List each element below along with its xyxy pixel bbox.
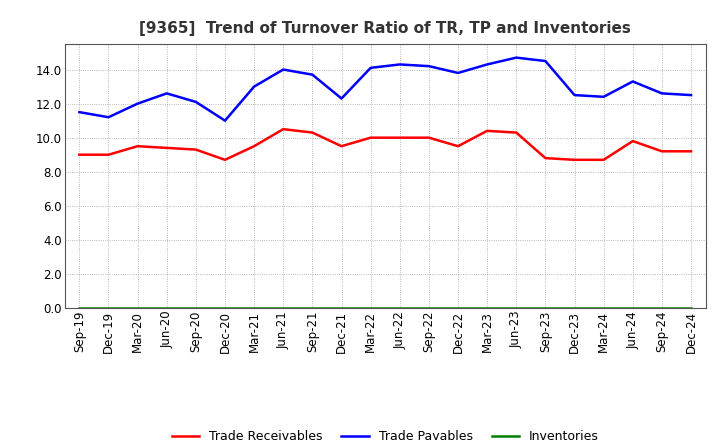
Trade Receivables (629, 139, 637, 144)
Trade Receivables (657, 149, 666, 154)
Trade Receivables (541, 155, 550, 161)
Inventories (279, 305, 287, 311)
Trade Payables (483, 62, 492, 67)
Inventories (104, 305, 113, 311)
Trade Payables (279, 67, 287, 72)
Trade Receivables (192, 147, 200, 152)
Legend: Trade Receivables, Trade Payables, Inventories: Trade Receivables, Trade Payables, Inven… (166, 425, 604, 440)
Inventories (570, 305, 579, 311)
Inventories (541, 305, 550, 311)
Trade Receivables (425, 135, 433, 140)
Trade Payables (541, 59, 550, 64)
Inventories (220, 305, 229, 311)
Line: Trade Receivables: Trade Receivables (79, 129, 691, 160)
Trade Receivables (133, 143, 142, 149)
Trade Payables (454, 70, 462, 76)
Inventories (687, 305, 696, 311)
Inventories (657, 305, 666, 311)
Trade Payables (192, 99, 200, 105)
Trade Payables (512, 55, 521, 60)
Inventories (512, 305, 521, 311)
Inventories (599, 305, 608, 311)
Trade Payables (570, 92, 579, 98)
Trade Payables (395, 62, 404, 67)
Trade Receivables (250, 143, 258, 149)
Inventories (483, 305, 492, 311)
Trade Receivables (163, 145, 171, 150)
Trade Receivables (337, 143, 346, 149)
Trade Receivables (366, 135, 375, 140)
Inventories (133, 305, 142, 311)
Trade Receivables (512, 130, 521, 135)
Trade Receivables (308, 130, 317, 135)
Trade Receivables (75, 152, 84, 158)
Inventories (454, 305, 462, 311)
Trade Payables (687, 92, 696, 98)
Line: Trade Payables: Trade Payables (79, 58, 691, 121)
Trade Payables (75, 110, 84, 115)
Trade Payables (220, 118, 229, 123)
Trade Payables (308, 72, 317, 77)
Trade Receivables (395, 135, 404, 140)
Trade Payables (366, 65, 375, 70)
Inventories (629, 305, 637, 311)
Inventories (75, 305, 84, 311)
Title: [9365]  Trend of Turnover Ratio of TR, TP and Inventories: [9365] Trend of Turnover Ratio of TR, TP… (139, 21, 631, 36)
Trade Payables (250, 84, 258, 89)
Trade Receivables (104, 152, 113, 158)
Trade Payables (657, 91, 666, 96)
Inventories (192, 305, 200, 311)
Inventories (163, 305, 171, 311)
Trade Payables (133, 101, 142, 106)
Inventories (337, 305, 346, 311)
Trade Receivables (599, 157, 608, 162)
Trade Payables (104, 114, 113, 120)
Trade Payables (163, 91, 171, 96)
Inventories (395, 305, 404, 311)
Trade Payables (337, 96, 346, 101)
Trade Receivables (570, 157, 579, 162)
Trade Receivables (687, 149, 696, 154)
Inventories (366, 305, 375, 311)
Inventories (250, 305, 258, 311)
Trade Payables (629, 79, 637, 84)
Trade Payables (425, 63, 433, 69)
Trade Receivables (483, 128, 492, 133)
Trade Receivables (454, 143, 462, 149)
Trade Payables (599, 94, 608, 99)
Trade Receivables (220, 157, 229, 162)
Inventories (308, 305, 317, 311)
Inventories (425, 305, 433, 311)
Trade Receivables (279, 127, 287, 132)
